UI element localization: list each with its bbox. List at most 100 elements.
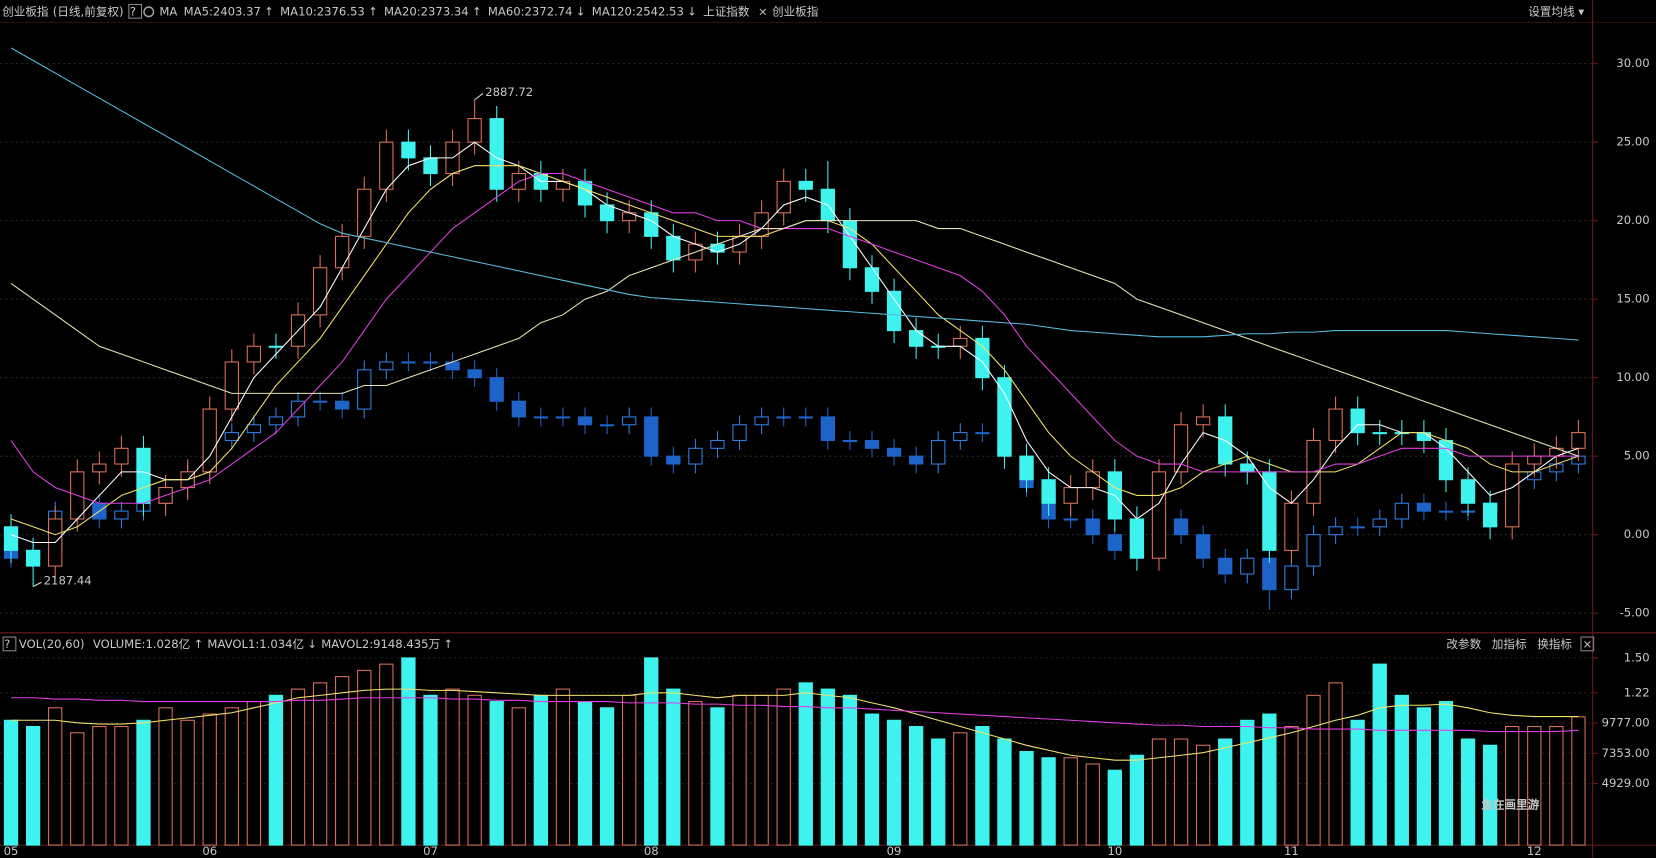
volume-bar (1019, 750, 1034, 846)
y-tick-label: 10.00 (1616, 370, 1649, 384)
header-text: MA60:2372.74 (488, 4, 573, 18)
candle-body (886, 447, 902, 457)
volume-bar (1460, 738, 1476, 846)
candle-body (798, 416, 813, 419)
volume-bar (312, 682, 328, 846)
candle-body (975, 337, 990, 379)
candle-body (931, 439, 946, 465)
volume-bar (467, 694, 482, 846)
line (11, 697, 1579, 733)
candle-body (1306, 534, 1321, 567)
candle-body (688, 447, 703, 465)
volume-bar (1328, 682, 1343, 846)
x-tick-label: 06 (202, 844, 217, 858)
x-tick-label: 07 (423, 844, 438, 858)
candle-body (423, 157, 438, 175)
volume-bar (599, 707, 615, 846)
settings-button[interactable]: 设置均线 ▾ (1528, 4, 1584, 18)
volume-header-text[interactable]: ? (4, 637, 10, 651)
candle-body (886, 290, 902, 332)
x-tick-label: 05 (4, 844, 19, 858)
candle-body (1372, 432, 1387, 435)
volume-bar (1306, 694, 1321, 846)
indicator-button[interactable]: 改参数 (1446, 637, 1481, 651)
header-text: 上证指数 (703, 4, 750, 18)
volume-bar (1240, 719, 1255, 846)
volume-bar (1571, 716, 1586, 846)
volume-bar (555, 688, 571, 846)
x-tick-label: 08 (644, 844, 659, 858)
volume-header-text: ↑ (193, 637, 203, 651)
candle-body (1460, 479, 1476, 504)
candle-body (1527, 455, 1542, 465)
volume-bar (290, 688, 306, 846)
indicator-button[interactable]: 加指标 (1492, 637, 1527, 651)
candle-body (1350, 408, 1365, 434)
candle-body (1372, 518, 1387, 528)
candle-body (335, 235, 350, 269)
volume-bar (180, 719, 195, 846)
volume-bar (776, 688, 791, 846)
header-text: MA10:2376.53 (280, 4, 365, 18)
annotation-arrow (32, 581, 42, 587)
candle-body (1505, 463, 1520, 528)
volume-bar (1527, 726, 1542, 846)
candle-body (489, 377, 504, 402)
volume-bar (1107, 769, 1122, 846)
candle-body (1284, 502, 1299, 551)
candle-body (622, 416, 637, 426)
candle-body (754, 416, 769, 426)
volume-bar (158, 707, 173, 846)
candle-body (1085, 518, 1100, 536)
header-text[interactable]: × (758, 4, 768, 18)
volume-bar (644, 657, 659, 846)
volume-bar (732, 694, 747, 846)
candle-body (489, 118, 504, 190)
settings-icon[interactable] (143, 6, 155, 18)
line (10, 47, 1579, 341)
header-text: MA120:2542.53 (592, 4, 684, 18)
volume-bar (1195, 744, 1211, 846)
candle-body (1438, 439, 1454, 481)
candle-body (1151, 471, 1167, 559)
volume-bar (577, 701, 593, 846)
candle-body (820, 416, 835, 441)
header-text: ↓ (576, 4, 586, 18)
header-text[interactable]: ? (130, 4, 136, 18)
candle-body (202, 408, 217, 473)
indicator-button[interactable]: 换指标 (1537, 637, 1572, 651)
volume-bar (489, 701, 504, 846)
volume-bar (1262, 713, 1277, 846)
x-tick-label: 10 (1107, 844, 1122, 858)
y-tick-label: 25.00 (1616, 135, 1649, 149)
header-text: 创业板指 (772, 4, 819, 18)
candle-body (666, 455, 681, 465)
candle-body (864, 439, 880, 449)
volume-header-text: MAVOL1:1.034亿 (207, 637, 304, 651)
candle-body (92, 463, 107, 473)
candle-body (997, 377, 1012, 457)
candle-body (268, 345, 284, 348)
candle-body (312, 267, 328, 316)
volume-header-text: ↓ (307, 637, 317, 651)
line (10, 172, 1579, 504)
candle-body (599, 424, 615, 427)
candle-body (577, 416, 593, 426)
volume-bar (1505, 726, 1520, 846)
volume-bar (997, 738, 1012, 846)
candle-body (1262, 471, 1277, 551)
volume-bar (798, 682, 813, 846)
candle-body (710, 439, 725, 449)
y-tick-label: 20.00 (1616, 213, 1649, 227)
candle-body (599, 204, 615, 222)
volume-header-text: ↑ (443, 637, 453, 651)
candle-body (114, 447, 129, 465)
close-button[interactable]: × (1582, 637, 1592, 651)
candle-body (401, 361, 416, 364)
volume-bar (1041, 757, 1056, 846)
volume-bar (666, 688, 681, 846)
volume-bar (48, 707, 63, 846)
y-tick-label: 1.22 (1624, 685, 1650, 699)
candle-body (666, 235, 681, 261)
candle-body (1438, 510, 1454, 513)
